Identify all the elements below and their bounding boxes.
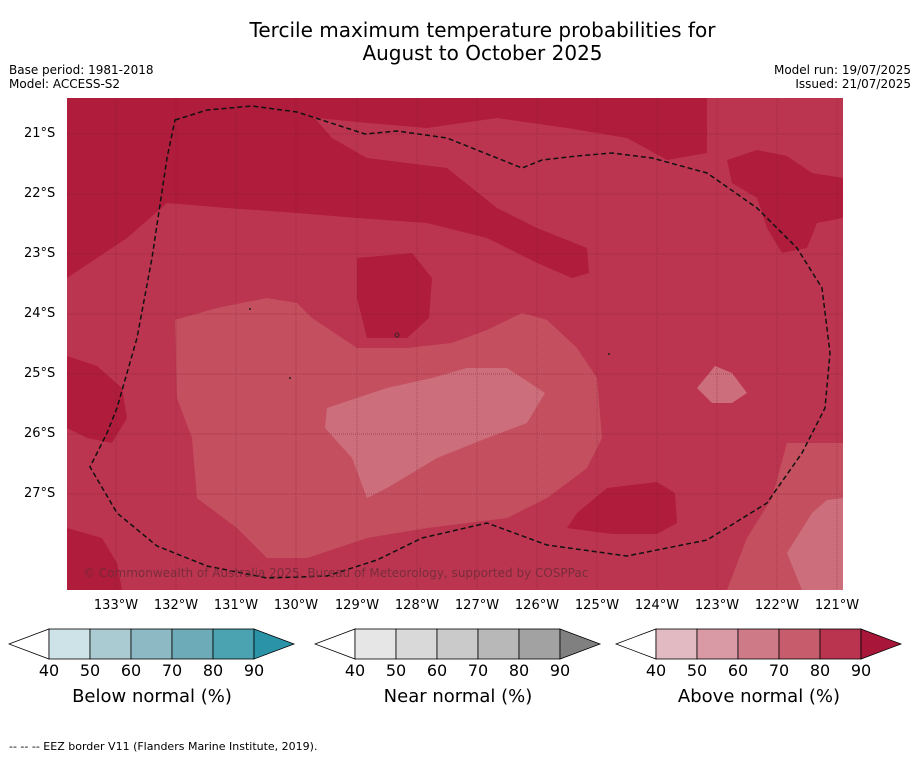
colorbar-tick: 90 [549, 661, 571, 680]
lon-label: 125°W [574, 598, 620, 613]
map-region-60-center [325, 368, 545, 498]
colorbar-below-normal [8, 628, 296, 660]
issued-text: Issued: 21/07/2025 [795, 77, 911, 91]
colorbar-above-swatch [819, 628, 862, 660]
lat-label: 26°S [24, 426, 56, 441]
colorbar-near-extend-high [559, 628, 602, 660]
map-region-90-south [567, 482, 677, 534]
run-info: Model run: 19/07/2025 Issued: 21/07/2025 [774, 63, 911, 91]
lat-label: 21°S [24, 126, 56, 141]
colorbar-tick: 50 [686, 661, 708, 680]
colorbar-below-extend-low [8, 628, 50, 660]
map-region-90-northwest [67, 98, 589, 278]
colorbar-below-swatch [130, 628, 173, 660]
colorbar-below-swatch [48, 628, 91, 660]
map-grid [67, 98, 843, 590]
model-text: Model: ACCESS-S2 [9, 77, 121, 91]
colorbar-near-swatch [395, 628, 438, 660]
colorbar-near-swatch [436, 628, 479, 660]
colorbar-near-label: Near normal (%) [383, 686, 533, 707]
colorbar-tick: 60 [426, 661, 448, 680]
island-marker [608, 353, 610, 355]
colorbar-tick: 40 [645, 661, 667, 680]
colorbar-tick: 50 [385, 661, 407, 680]
colorbar-tick: 50 [79, 661, 101, 680]
colorbar-near-swatch [354, 628, 397, 660]
colorbar-tick: 60 [727, 661, 749, 680]
base-period-text: Base period: 1981-2018 [9, 63, 154, 77]
colorbar-tick: 40 [38, 661, 60, 680]
lon-label: 123°W [694, 598, 740, 613]
lat-label: 22°S [24, 186, 56, 201]
lat-label: 27°S [24, 486, 56, 501]
colorbar-tick: 70 [467, 661, 489, 680]
colorbar-tick: 60 [120, 661, 142, 680]
colorbar-below-swatch [171, 628, 214, 660]
lon-label: 132°W [153, 598, 199, 613]
lon-label: 124°W [634, 598, 680, 613]
island-marker [249, 308, 251, 310]
map-region-90-center [357, 253, 432, 338]
colorbar-below-label: Below normal (%) [72, 686, 232, 707]
base-period-info: Base period: 1981-2018 Model: ACCESS-S2 [9, 63, 154, 91]
map-region-90-west [67, 356, 127, 443]
probability-map[interactable] [67, 98, 843, 590]
colorbar-near-extend-low [314, 628, 356, 660]
eez-border [89, 105, 831, 579]
colorbar-above-label: Above normal (%) [677, 686, 841, 707]
map-region-60-east-spot [697, 366, 747, 403]
model-run-text: Model run: 19/07/2025 [773, 63, 911, 77]
colorbar-tick: 70 [768, 661, 790, 680]
lat-label: 25°S [24, 366, 56, 381]
colorbar-above-extend-high [860, 628, 903, 660]
copyright-notice: © Commonwealth of Australia 2025, Bureau… [83, 566, 589, 580]
lon-label: 126°W [514, 598, 560, 613]
colorbar-tick: 90 [243, 661, 265, 680]
colorbar-below-swatch [212, 628, 255, 660]
lon-label: 133°W [93, 598, 139, 613]
colorbar-above-swatch [655, 628, 698, 660]
colorbar-tick: 90 [850, 661, 872, 680]
map-region-90-southwest [67, 528, 122, 590]
colorbar-above-swatch [696, 628, 739, 660]
lon-label: 130°W [273, 598, 319, 613]
map-region-90-northeast [727, 150, 843, 253]
title-line-2: August to October 2025 [362, 41, 603, 65]
map-region-60-southeast [787, 498, 843, 590]
lon-label: 129°W [334, 598, 380, 613]
colorbar-tick: 80 [809, 661, 831, 680]
colorbar-tick: 80 [508, 661, 530, 680]
colorbar-tick: 70 [161, 661, 183, 680]
island-marker [289, 377, 291, 379]
lon-label: 128°W [394, 598, 440, 613]
map-title: Tercile maximum temperature probabilitie… [0, 19, 919, 65]
colorbar-below-swatch [89, 628, 132, 660]
colorbar-above-swatch [737, 628, 780, 660]
lon-label: 122°W [754, 598, 800, 613]
colorbar-near-swatch [518, 628, 561, 660]
colorbar-above-swatch [778, 628, 821, 660]
colorbar-above-extend-low [615, 628, 657, 660]
lon-label: 127°W [454, 598, 500, 613]
colorbar-tick: 40 [344, 661, 366, 680]
colorbar-above-normal [615, 628, 903, 660]
colorbar-tick: 80 [202, 661, 224, 680]
lat-label: 23°S [24, 246, 56, 261]
island-marker [394, 332, 400, 338]
lat-label: 24°S [24, 306, 56, 321]
colorbar-near-swatch [477, 628, 520, 660]
colorbar-below-extend-high [253, 628, 296, 660]
colorbar-near-normal [314, 628, 602, 660]
title-line-1: Tercile maximum temperature probabilitie… [249, 18, 716, 42]
lon-label: 131°W [213, 598, 259, 613]
lon-label: 121°W [814, 598, 860, 613]
eez-footnote: -- -- -- EEZ border V11 (Flanders Marine… [9, 740, 318, 753]
